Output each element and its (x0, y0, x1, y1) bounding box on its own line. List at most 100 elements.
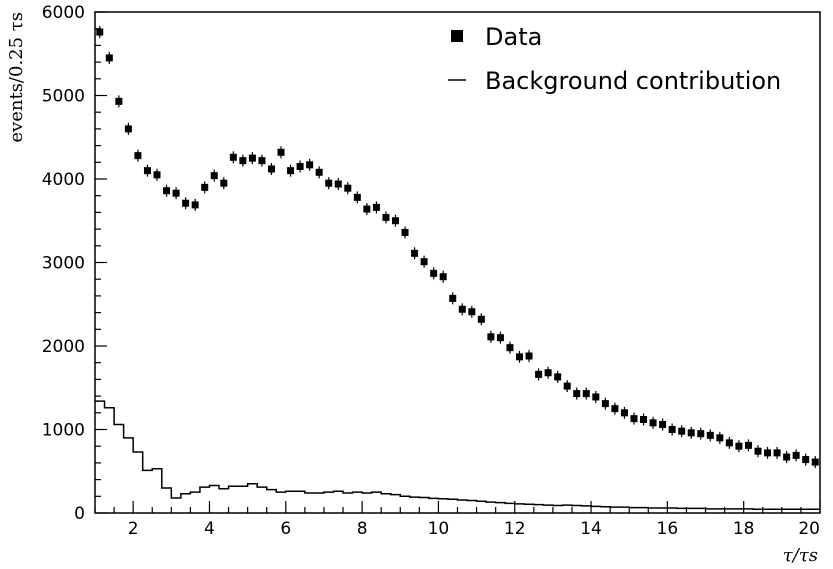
data-point (620, 406, 628, 419)
data-point-marker (105, 54, 113, 62)
data-point (306, 158, 314, 171)
data-point (334, 178, 342, 191)
data-point (296, 160, 304, 173)
x-tick-label: 10 (428, 519, 450, 539)
data-point-marker (773, 449, 781, 457)
data-point (525, 350, 533, 363)
data-point (544, 366, 552, 379)
data-point (649, 416, 657, 429)
data-point-marker (678, 427, 686, 435)
data-point-marker (191, 201, 199, 209)
data-point-marker (325, 179, 333, 187)
data-point-marker (220, 179, 228, 187)
data-point (668, 423, 676, 436)
axis-ticks: 2 4 6 8 10 12 14 16 18 20 0 1000 2000 3000 4000 5000 600… (42, 3, 821, 539)
data-point-marker (248, 154, 256, 162)
data-point (573, 387, 581, 400)
data-point-marker (401, 228, 409, 236)
data-point-marker (363, 205, 371, 213)
data-point-marker (620, 409, 628, 417)
y-tick-label: 5000 (42, 87, 85, 107)
data-point (496, 331, 504, 344)
data-point-marker (182, 199, 190, 207)
data-point (792, 449, 800, 462)
data-point (210, 169, 218, 182)
data-point-marker (277, 148, 285, 156)
data-point (744, 439, 752, 452)
data-point-marker (582, 390, 590, 398)
data-point (220, 177, 228, 190)
data-point-marker (430, 269, 438, 277)
data-point (172, 187, 180, 200)
data-point-marker (754, 447, 762, 455)
data-point (783, 451, 791, 464)
data-point-marker (706, 431, 714, 439)
x-tick-label: 2 (128, 519, 139, 539)
data-point-marker (267, 165, 275, 173)
data-point (411, 247, 419, 260)
y-tick-label: 1000 (42, 421, 85, 441)
data-point-marker (201, 183, 209, 191)
data-point-marker (353, 193, 361, 201)
data-point-marker (134, 152, 142, 160)
data-point (601, 397, 609, 410)
data-point (687, 426, 695, 439)
y-tick-label: 4000 (42, 170, 85, 190)
y-tick-label: 0 (74, 504, 85, 524)
data-point (697, 427, 705, 440)
data-point-marker (611, 405, 619, 413)
data-point-marker (716, 434, 724, 442)
data-point (487, 330, 495, 343)
data-point (468, 305, 476, 318)
data-point-marker (229, 153, 237, 161)
data-point-marker (525, 352, 533, 360)
data-point-marker (563, 382, 571, 390)
data-point (239, 154, 247, 167)
data-point-marker (802, 456, 810, 464)
data-point (267, 162, 275, 175)
data-point-marker (334, 180, 342, 188)
y-tick-label: 2000 (42, 337, 85, 357)
data-point-marker (344, 184, 352, 192)
data-point (382, 211, 390, 224)
data-point-marker (172, 189, 180, 197)
data-point (315, 166, 323, 179)
data-point (163, 184, 171, 197)
y-tick-label: 3000 (42, 254, 85, 274)
data-point-marker (468, 308, 476, 316)
data-point (124, 122, 132, 135)
legend-label-data: Data (485, 23, 542, 51)
data-point (258, 154, 266, 167)
data-point-marker (554, 373, 562, 381)
x-tick-label: 20 (798, 519, 820, 539)
data-point (96, 26, 104, 39)
data-point (229, 151, 237, 164)
data-point-marker (239, 157, 247, 165)
data-point (716, 431, 724, 444)
background-histogram (95, 400, 820, 510)
data-point (153, 168, 161, 181)
data-point (353, 191, 361, 204)
data-point-marker (153, 171, 161, 179)
data-point-marker (96, 28, 104, 36)
data-point (582, 387, 590, 400)
x-tick-label: 4 (204, 519, 215, 539)
data-point (115, 95, 123, 108)
data-point (248, 152, 256, 165)
data-point-marker (210, 172, 218, 180)
data-point (134, 149, 142, 162)
x-tick-label: 8 (357, 519, 368, 539)
legend-marker-data (451, 30, 463, 42)
data-point-marker (535, 370, 543, 378)
data-point-marker (630, 415, 638, 423)
data-point-marker (783, 453, 791, 461)
data-point-marker (382, 213, 390, 221)
data-point-marker (411, 249, 419, 257)
data-point-marker (592, 393, 600, 401)
data-point-marker (458, 305, 466, 313)
data-point (592, 390, 600, 403)
data-point-marker (735, 442, 743, 450)
data-point (401, 226, 409, 239)
data-point (430, 267, 438, 280)
